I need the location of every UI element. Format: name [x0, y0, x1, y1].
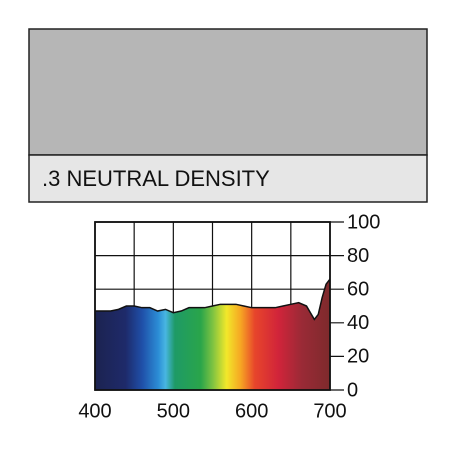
plot: 0 20 40 60 80 100 400 500 600 700 — [78, 211, 380, 422]
y-tick-label: 20 — [347, 346, 369, 368]
area-line — [95, 278, 331, 321]
color-swatch — [28, 28, 428, 156]
area-fill — [95, 279, 330, 390]
filter-name: .3 NEUTRAL DENSITY — [42, 166, 270, 191]
x-tick-label: 500 — [157, 400, 190, 422]
y-tick-label: 0 — [347, 379, 358, 401]
x-tick-label: 400 — [78, 400, 111, 422]
y-tick-label: 100 — [347, 211, 380, 233]
y-tick-label: 40 — [347, 312, 369, 334]
plot-frame — [94, 221, 331, 391]
x-tick-label: 700 — [313, 400, 346, 422]
x-tick-label: 600 — [235, 400, 268, 422]
y-tick-label: 60 — [347, 278, 369, 300]
y-tick-label: 80 — [347, 245, 369, 267]
label-box — [28, 154, 428, 203]
